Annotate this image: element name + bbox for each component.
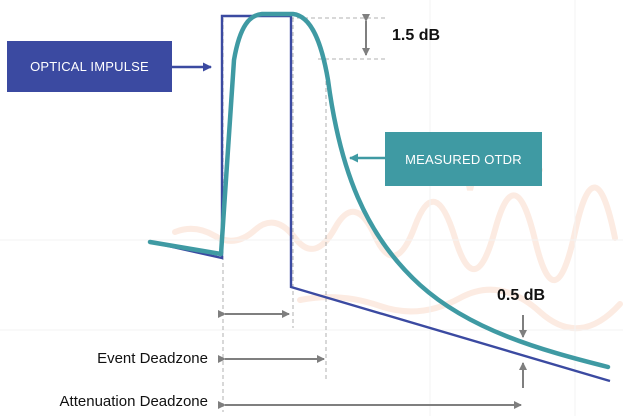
measured-otdr-trace <box>147 11 611 370</box>
backscatter-drop-label: 0.5 dB <box>497 287 546 304</box>
optical-impulse-label-box: OPTICAL IMPULSE <box>7 41 172 92</box>
peak-drop-label: 1.5 dB <box>392 27 441 44</box>
optical-impulse-trace <box>149 14 611 383</box>
optical-impulse-label: OPTICAL IMPULSE <box>30 59 149 74</box>
measured-otdr-label: MEASURED OTDR <box>405 151 522 167</box>
event-deadzone-label: Event Deadzone <box>97 350 208 367</box>
measured-otdr-label-box: MEASURED OTDR <box>385 132 542 186</box>
attenuation-deadzone-label: Attenuation Deadzone <box>59 393 208 410</box>
